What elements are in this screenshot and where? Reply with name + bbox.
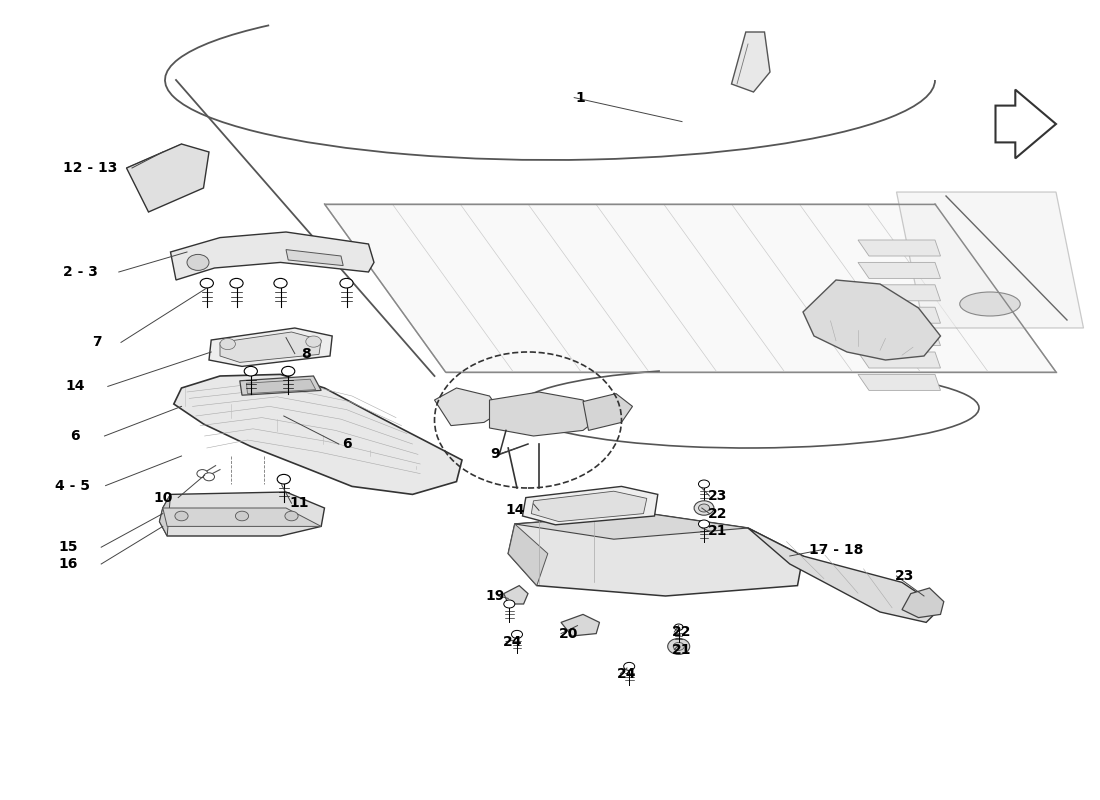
Polygon shape [902,588,944,618]
Polygon shape [246,379,316,394]
Text: 14: 14 [505,503,525,518]
Circle shape [235,511,249,521]
Ellipse shape [959,292,1021,316]
Polygon shape [996,90,1056,158]
Polygon shape [858,352,940,368]
Circle shape [244,366,257,376]
Text: 22: 22 [707,506,727,521]
Text: 1: 1 [576,90,585,105]
Text: 21: 21 [672,642,692,657]
Polygon shape [583,394,632,430]
Text: 14: 14 [65,379,85,394]
Circle shape [230,278,243,288]
Polygon shape [508,514,803,596]
Polygon shape [504,586,528,604]
Polygon shape [896,192,1084,328]
Text: 9: 9 [491,447,499,462]
Text: 23: 23 [707,489,727,503]
Circle shape [285,511,298,521]
Circle shape [277,474,290,484]
Text: 15: 15 [58,540,78,554]
Text: 20: 20 [559,626,579,641]
Polygon shape [490,392,600,436]
Polygon shape [858,285,940,301]
Polygon shape [858,307,940,323]
Text: 24: 24 [503,634,522,649]
Circle shape [694,501,714,515]
Circle shape [674,624,683,630]
Polygon shape [508,524,548,586]
Text: 4 - 5: 4 - 5 [55,478,90,493]
Text: 12 - 13: 12 - 13 [63,161,118,175]
Text: 22: 22 [672,625,692,639]
Text: 24: 24 [617,666,637,681]
Polygon shape [858,262,940,278]
Circle shape [624,662,635,670]
Circle shape [197,470,208,478]
Polygon shape [160,492,324,536]
Polygon shape [220,332,321,362]
Text: 8: 8 [301,346,310,361]
Text: 16: 16 [58,557,78,571]
Polygon shape [732,32,770,92]
Polygon shape [170,232,374,280]
Text: 7: 7 [92,335,101,350]
Text: 2 - 3: 2 - 3 [63,265,98,279]
Circle shape [282,366,295,376]
Text: 17 - 18: 17 - 18 [808,542,864,557]
Polygon shape [126,144,209,212]
Polygon shape [748,528,940,622]
Polygon shape [858,330,940,346]
Polygon shape [434,388,500,426]
Circle shape [504,600,515,608]
Circle shape [220,338,235,350]
Polygon shape [163,508,321,526]
Circle shape [698,520,710,528]
Circle shape [204,473,214,481]
Circle shape [668,638,690,654]
Polygon shape [286,250,343,266]
Polygon shape [160,494,170,536]
Polygon shape [522,486,658,525]
Text: 23: 23 [894,569,914,583]
Text: 10: 10 [153,490,173,505]
Circle shape [306,336,321,347]
Polygon shape [174,374,462,494]
Circle shape [698,480,710,488]
Polygon shape [561,614,600,636]
Polygon shape [531,491,647,522]
Circle shape [673,642,684,650]
Polygon shape [240,376,321,395]
Text: 11: 11 [289,496,309,510]
Circle shape [200,278,213,288]
Text: 6: 6 [342,437,351,451]
Circle shape [340,278,353,288]
Polygon shape [858,374,940,390]
Polygon shape [209,328,332,366]
Polygon shape [515,514,748,539]
Polygon shape [858,240,940,256]
Text: 19: 19 [485,589,505,603]
Polygon shape [803,280,940,360]
Circle shape [512,630,522,638]
Circle shape [187,254,209,270]
Text: 21: 21 [707,524,727,538]
Text: 6: 6 [70,429,79,443]
Circle shape [175,511,188,521]
Circle shape [274,278,287,288]
Polygon shape [324,204,1056,372]
Circle shape [698,504,710,512]
